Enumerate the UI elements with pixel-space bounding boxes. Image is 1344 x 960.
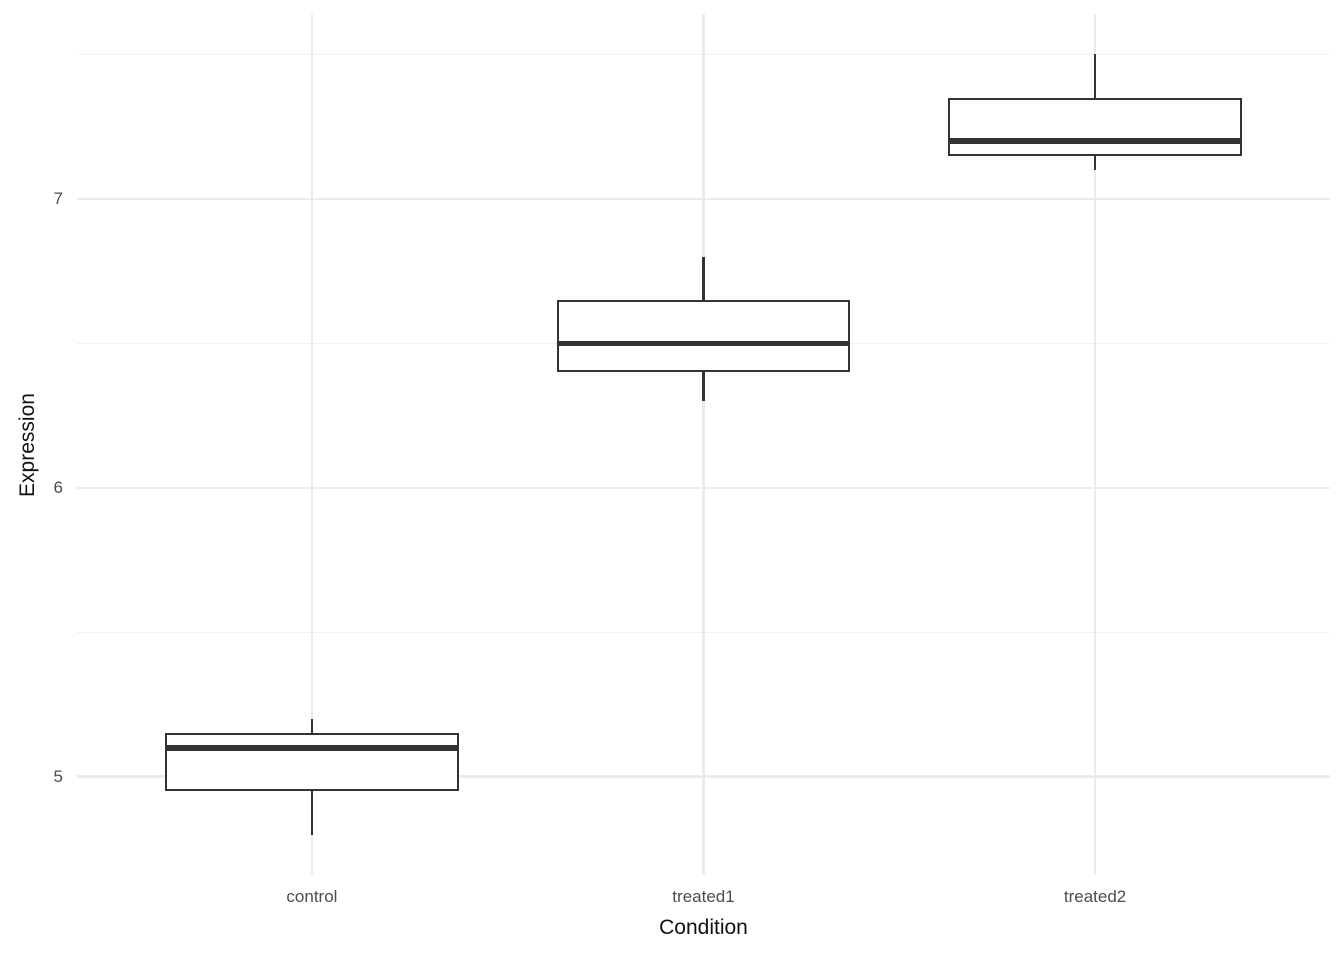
- y-tick-label-5: 5: [53, 766, 63, 786]
- x-tick-label-control: control: [286, 887, 338, 906]
- lower-whisker-treated2: [1093, 155, 1097, 170]
- upper-whisker-treated2: [1093, 54, 1097, 98]
- x-tick-label-treated1: treated1: [672, 887, 735, 906]
- y-tick-label-6: 6: [53, 477, 63, 497]
- box-treated2: [948, 97, 1242, 156]
- box-control: [165, 733, 459, 792]
- y-tick-label-7: 7: [53, 188, 63, 208]
- lower-whisker-treated1: [702, 372, 705, 402]
- gridline-major-x-treated1: [702, 14, 705, 875]
- x-tick-label-treated2: treated2: [1063, 887, 1127, 906]
- gridline-major-x-treated2: [1093, 14, 1097, 875]
- lower-whisker-control: [310, 791, 314, 835]
- upper-whisker-treated1: [702, 256, 705, 301]
- box-treated1: [556, 300, 851, 373]
- gridline-major-x-control: [310, 14, 314, 875]
- median-control: [165, 745, 459, 751]
- median-treated2: [948, 138, 1242, 144]
- median-treated1: [556, 340, 851, 347]
- upper-whisker-control: [310, 718, 314, 734]
- x-axis-title: Condition: [659, 916, 748, 939]
